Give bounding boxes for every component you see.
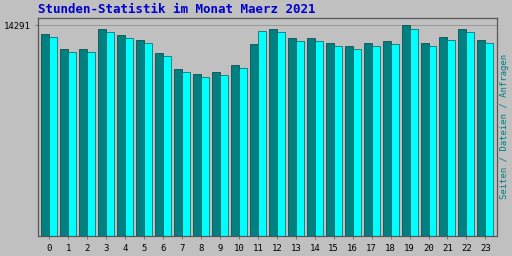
- Bar: [391, 44, 398, 236]
- Bar: [307, 38, 315, 236]
- Bar: [258, 31, 266, 236]
- Bar: [401, 25, 410, 236]
- Bar: [429, 46, 436, 236]
- Bar: [41, 34, 49, 236]
- Bar: [296, 41, 304, 236]
- Bar: [315, 41, 323, 236]
- Bar: [60, 49, 68, 236]
- Bar: [277, 32, 285, 236]
- Bar: [345, 46, 353, 236]
- Bar: [420, 43, 429, 236]
- Y-axis label: Seiten / Dateien / Anfragen: Seiten / Dateien / Anfragen: [500, 54, 508, 199]
- Text: Stunden-Statistik im Monat Maerz 2021: Stunden-Statistik im Monat Maerz 2021: [38, 4, 315, 16]
- Bar: [466, 33, 475, 236]
- Bar: [410, 29, 417, 236]
- Bar: [79, 49, 87, 236]
- Bar: [220, 75, 228, 236]
- Bar: [106, 33, 114, 236]
- Bar: [174, 69, 182, 236]
- Bar: [49, 37, 57, 236]
- Bar: [117, 35, 125, 236]
- Bar: [144, 43, 152, 236]
- Bar: [68, 51, 76, 236]
- Bar: [125, 38, 133, 236]
- Bar: [212, 72, 220, 236]
- Bar: [326, 43, 334, 236]
- Bar: [458, 29, 466, 236]
- Bar: [193, 74, 201, 236]
- Bar: [439, 37, 447, 236]
- Bar: [288, 38, 296, 236]
- Bar: [353, 49, 360, 236]
- Bar: [334, 46, 342, 236]
- Bar: [485, 43, 494, 236]
- Bar: [98, 29, 106, 236]
- Bar: [239, 68, 247, 236]
- Bar: [201, 77, 209, 236]
- Bar: [364, 43, 372, 236]
- Bar: [477, 40, 485, 236]
- Bar: [163, 56, 171, 236]
- Bar: [447, 40, 455, 236]
- Bar: [231, 65, 239, 236]
- Bar: [136, 40, 144, 236]
- Bar: [250, 44, 258, 236]
- Bar: [269, 29, 277, 236]
- Bar: [87, 51, 95, 236]
- Bar: [155, 53, 163, 236]
- Bar: [372, 46, 379, 236]
- Bar: [182, 72, 190, 236]
- Bar: [382, 41, 391, 236]
